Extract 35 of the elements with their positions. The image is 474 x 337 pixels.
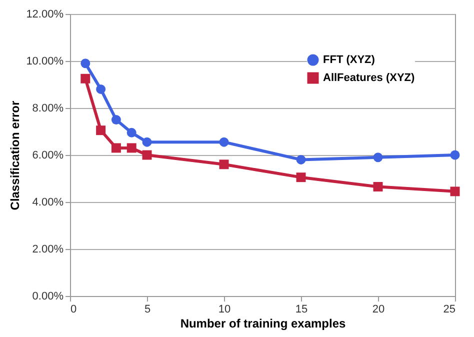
x-tick-label: 25: [443, 304, 456, 316]
point: [126, 143, 136, 153]
y-tick-label: 0.00%: [32, 290, 64, 302]
point: [450, 150, 460, 160]
point: [142, 150, 152, 160]
point: [373, 152, 383, 162]
x-axis-title: Number of training examples: [180, 316, 346, 330]
y-tick-label: 4.00%: [32, 196, 64, 208]
point: [126, 128, 136, 138]
point: [80, 74, 90, 84]
y-tick-label: 2.00%: [32, 244, 64, 256]
x-tick-label: 5: [144, 304, 151, 316]
y-tick-label: 10.00%: [26, 56, 64, 68]
legend-label: AllFeatures (XYZ): [323, 72, 416, 84]
point: [142, 137, 152, 147]
x-tick-label: 20: [372, 304, 385, 316]
point: [373, 182, 383, 192]
point: [219, 160, 229, 170]
y-tick-label: 6.00%: [32, 150, 64, 162]
point: [296, 172, 306, 182]
point: [96, 84, 106, 94]
point: [450, 186, 460, 196]
point: [219, 137, 229, 147]
x-tick-label: 15: [295, 304, 308, 316]
point: [96, 126, 106, 136]
y-tick-label: 12.00%: [26, 8, 64, 20]
point: [111, 143, 121, 153]
point: [111, 115, 121, 124]
point: [296, 154, 306, 164]
point: [80, 58, 90, 68]
x-tick-label: 0: [70, 304, 77, 316]
y-axis-title: Classification error: [8, 100, 22, 210]
y-tick-label: 8.00%: [32, 102, 64, 114]
legend-label: FFT (XYZ): [323, 54, 376, 66]
x-tick-label: 10: [218, 304, 231, 316]
